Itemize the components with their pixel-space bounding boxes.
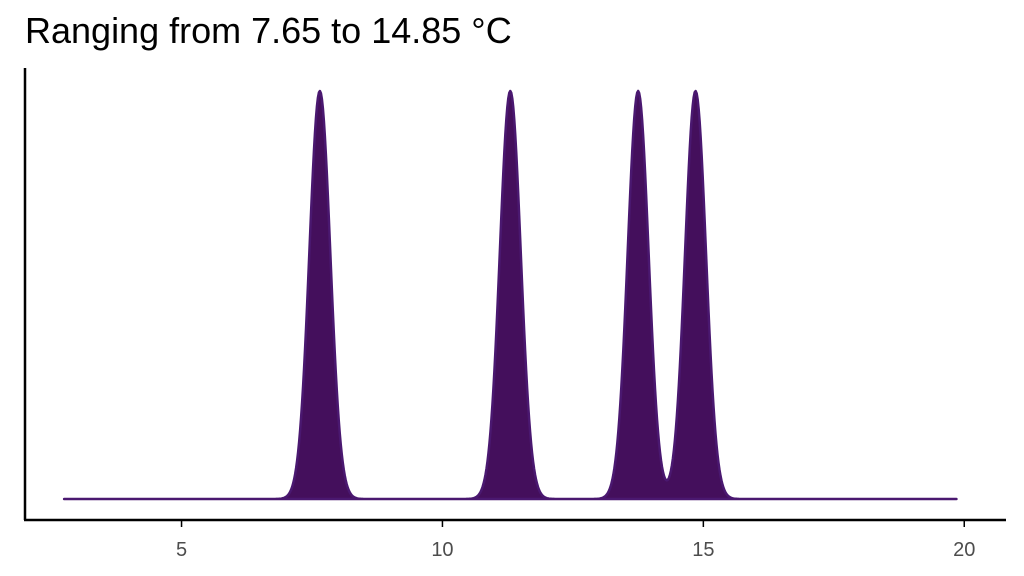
chart-title: Ranging from 7.65 to 14.85 °C [25, 10, 512, 51]
x-tick-label: 10 [431, 539, 453, 561]
x-tick-label: 5 [176, 539, 187, 561]
x-tick-label: 20 [953, 539, 975, 561]
density-area [62, 89, 958, 501]
x-tick-label: 15 [692, 539, 714, 561]
